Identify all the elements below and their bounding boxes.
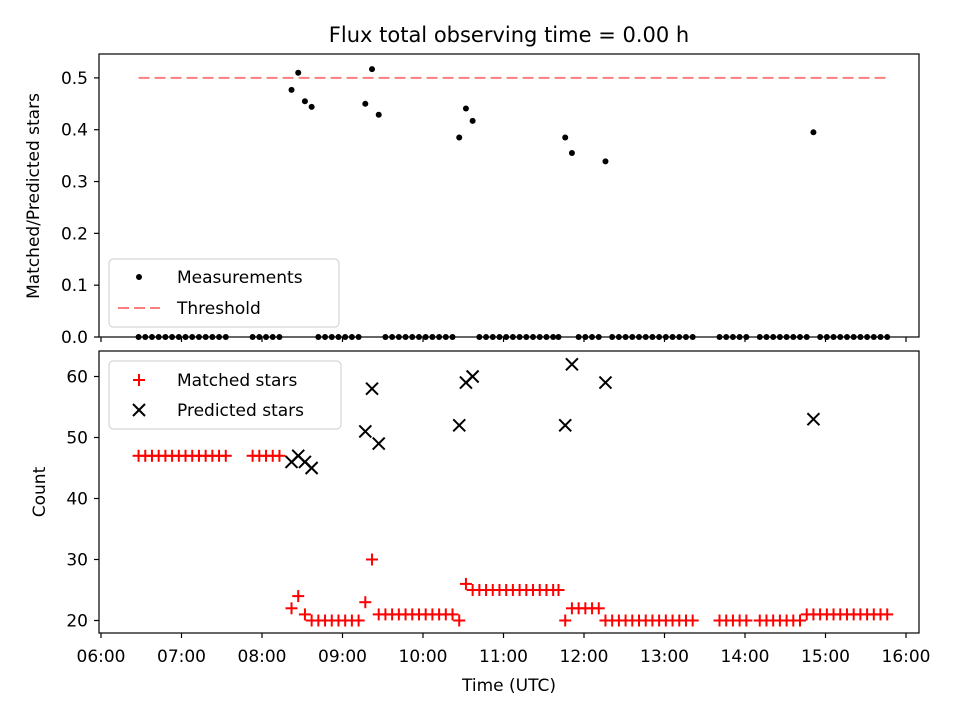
predicted-star-point (465, 369, 480, 384)
matched-star-point (285, 602, 298, 615)
bottom-y-tick-label: 20 (66, 612, 88, 632)
top-y-tick-label: 0.0 (61, 328, 88, 348)
top-y-tick-label: 0.2 (61, 224, 88, 244)
measurement-point (369, 66, 376, 73)
predicted-star-point (565, 357, 579, 372)
matched-star-point (219, 449, 232, 462)
matched-star-point (273, 449, 286, 462)
measurement-point (295, 69, 302, 76)
bottom-y-tick-label: 30 (66, 551, 88, 571)
matched-star-point (592, 602, 605, 615)
bottom-panel: 20 30 40 50 60 Count 06:00 07:00 08:00 09:00 10:… (30, 350, 931, 696)
top-y-tick-label: 0.5 (61, 69, 88, 89)
measurement-point (602, 158, 609, 165)
bottom-y-axis-label: Count (30, 466, 50, 517)
x-tick-label: 16:00 (882, 647, 931, 667)
top-y-tick-label: 0.3 (61, 173, 88, 193)
measurement-point (562, 134, 569, 141)
matched-star-point (359, 596, 372, 609)
matched-star-point (881, 608, 894, 621)
top-y-tick-label: 0.4 (61, 121, 88, 141)
bottom-axes-frame (98, 350, 920, 634)
predicted-star-point (598, 375, 613, 390)
x-tick-label: 12:00 (560, 647, 609, 667)
matched-stars-points (132, 449, 894, 627)
measurements-legend-label: Measurements (177, 268, 303, 288)
predicted-star-point (372, 436, 386, 451)
x-tick-label: 06:00 (77, 647, 126, 667)
top-y-tick-label: 0.1 (61, 276, 88, 296)
top-axes-frame (98, 53, 920, 338)
predicted-star-point (304, 461, 319, 475)
x-tick-label: 15:00 (801, 647, 850, 667)
top-legend: Measurements Threshold (108, 258, 340, 328)
measurement-point (301, 98, 308, 105)
bottom-legend-box (108, 360, 342, 430)
predicted-star-point (558, 418, 572, 433)
x-axis-label: Time (UTC) (461, 676, 556, 696)
bottom-y-tick-label: 60 (66, 368, 88, 388)
measurement-point (288, 86, 295, 93)
matched-star-point (686, 614, 699, 627)
measurement-point (375, 111, 382, 118)
x-tick-label: 09:00 (318, 647, 367, 667)
measurement-point (810, 129, 817, 136)
predicted-star-point (806, 412, 821, 426)
threshold-legend-label: Threshold (176, 299, 261, 319)
matched-star-point (559, 614, 572, 627)
matched-legend-marker (133, 374, 145, 386)
x-tick-label: 07:00 (157, 647, 206, 667)
bottom-y-ticks: 20 30 40 50 60 (66, 368, 99, 632)
matched-star-point (352, 614, 365, 627)
measurement-point (308, 103, 315, 110)
matched-legend-label: Matched stars (177, 371, 297, 391)
measurement-point (469, 117, 476, 124)
matched-star-point (446, 608, 459, 621)
predicted-stars-points (284, 357, 821, 475)
measurement-point (456, 134, 463, 141)
x-tick-label: 13:00 (640, 647, 689, 667)
measurement-point (362, 100, 369, 107)
predicted-star-point (358, 424, 373, 439)
top-x-ticks (100, 337, 907, 342)
predicted-star-point (365, 381, 379, 396)
bottom-x-ticks: 06:00 07:00 08:00 09:00 10:00 11:00 12:00 13:00… (77, 633, 931, 667)
predicted-legend-label: Predicted stars (177, 401, 304, 421)
x-tick-label: 08:00 (238, 647, 287, 667)
x-tick-label: 10:00 (399, 647, 448, 667)
measurements-legend-marker (136, 274, 142, 280)
predicted-legend-marker (132, 403, 146, 417)
top-y-ticks: 0.0 0.1 0.2 0.3 0.4 0.5 (61, 69, 99, 348)
x-tick-label: 11:00 (479, 647, 528, 667)
top-y-axis-label: Matched/Predicted stars (24, 93, 44, 299)
bottom-y-tick-label: 40 (66, 490, 88, 510)
matched-star-point (292, 590, 305, 603)
top-legend-box (108, 258, 340, 328)
matched-star-point (552, 584, 565, 596)
chart-title: Flux total observing time = 0.00 h (329, 23, 689, 47)
matched-star-point (459, 577, 472, 590)
predicted-star-point (452, 418, 466, 433)
matched-star-point (298, 608, 311, 621)
measurement-point (462, 105, 469, 112)
matched-star-point (366, 553, 379, 566)
top-panel: Flux total observing time = 0.00 h 0.00.… (24, 23, 920, 348)
matched-star-point (794, 614, 807, 627)
matched-star-point (453, 614, 466, 627)
matched-star-point (740, 614, 753, 627)
measurement-point (568, 150, 575, 157)
bottom-legend: Matched stars Predicted stars (108, 360, 342, 430)
x-tick-label: 14:00 (721, 647, 770, 667)
bottom-y-tick-label: 50 (66, 429, 88, 449)
